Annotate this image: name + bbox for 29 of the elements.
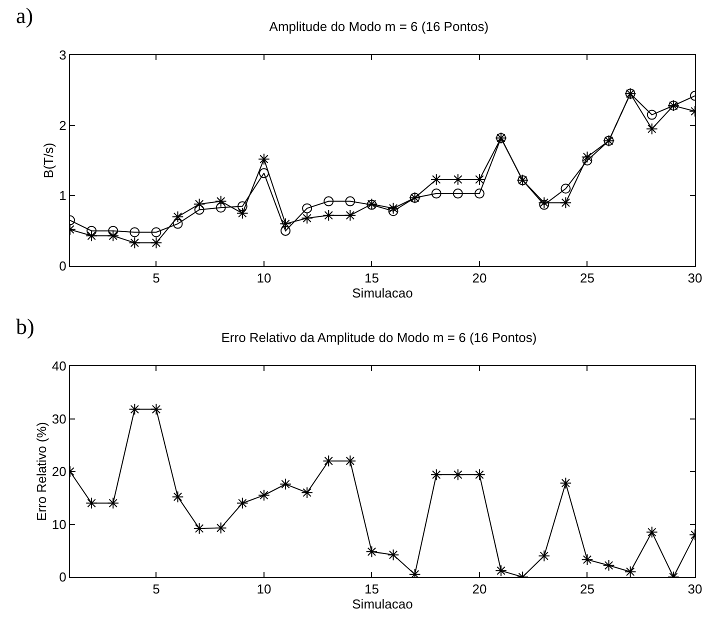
x-tick-label: 10 (256, 270, 272, 286)
x-tick-label: 15 (364, 270, 379, 286)
x-axis-title: Simulacao (352, 596, 413, 612)
x-tick-label: 25 (580, 270, 594, 286)
x-tick-label: 20 (472, 582, 487, 597)
text: a) (16, 3, 34, 28)
x-tick-label: 25 (580, 582, 594, 597)
x-tick-label: 5 (152, 582, 160, 597)
y-tick-label: 1 (59, 188, 66, 204)
chart-title: Erro Relativo da Amplitude do Modo m = 6 (16 Pontos) (221, 330, 537, 345)
y-tick-label: 30 (52, 411, 66, 426)
x-tick-label: 30 (688, 582, 702, 597)
text: b) (16, 314, 34, 339)
y-tick-label: 40 (52, 358, 66, 374)
y-axis-title: B(T/s) (41, 142, 56, 178)
chart-title: Amplitude do Modo m = 6 (16 Pontos) (269, 18, 489, 34)
y-tick-label: 3 (59, 48, 66, 63)
x-tick-label: 5 (152, 270, 160, 286)
x-axis-title: Simulacao (352, 286, 413, 301)
y-tick-label: 0 (59, 570, 66, 585)
y-tick-label: 2 (59, 118, 66, 133)
y-tick-label: 10 (52, 516, 66, 532)
y-tick-label: 20 (52, 464, 66, 480)
y-axis-title: Erro Relativo (%) (34, 422, 49, 521)
x-tick-label: 10 (256, 582, 272, 597)
x-tick-label: 30 (688, 270, 702, 286)
x-tick-label: 15 (364, 582, 379, 597)
x-tick-label: 20 (472, 270, 487, 286)
y-tick-label: 0 (59, 258, 66, 274)
